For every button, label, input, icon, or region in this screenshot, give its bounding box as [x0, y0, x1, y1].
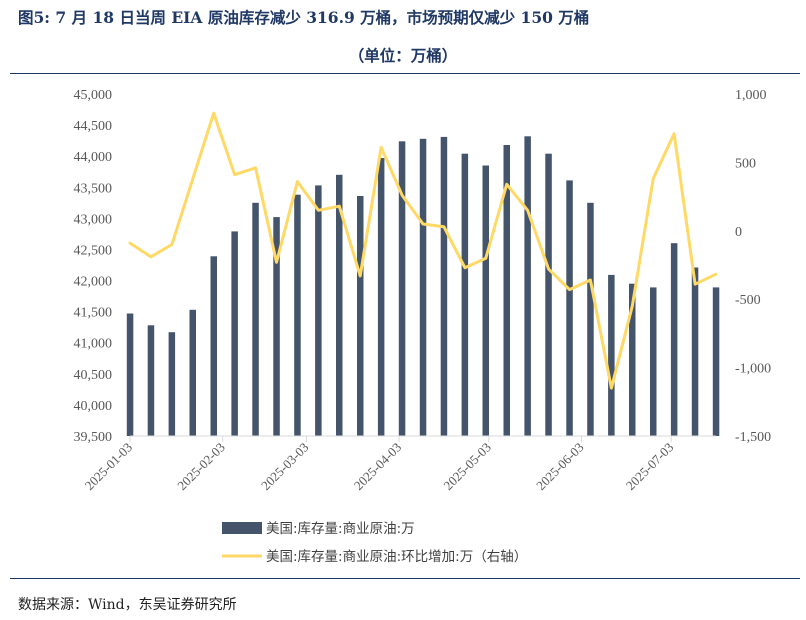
bottom-divider — [10, 578, 800, 579]
bar-2025-07-11 — [691, 267, 699, 436]
bar-2025-05-09 — [503, 145, 510, 436]
bar-2025-01-10 — [147, 325, 155, 436]
bar-2025-03-28 — [377, 158, 385, 436]
x-tick-label: 2025-02-03 — [174, 440, 228, 494]
right-tick-label: -500 — [735, 293, 761, 308]
bar-2025-04-11 — [419, 138, 427, 437]
bar-2025-02-28 — [294, 194, 301, 436]
left-tick-label: 40,500 — [74, 368, 113, 383]
right-tick-label: 500 — [735, 156, 756, 171]
right-y-axis: -1,500 -1,000 -500 0 500 1,000 — [735, 88, 771, 445]
legend: 美国:库存量:商业原油:万 美国:库存量:商业原油:环比增加:万（右轴） — [222, 521, 527, 565]
bar-2025-03-07 — [315, 185, 322, 436]
bar-2025-04-25 — [461, 153, 469, 436]
bar-2025-01-24 — [189, 309, 196, 436]
x-tick-label: 2025-01-03 — [82, 440, 136, 494]
bar-2025-02-21 — [273, 217, 280, 436]
bar-2025-07-18 — [712, 287, 720, 436]
left-tick-label: 43,000 — [74, 212, 113, 227]
x-tick-label: 2025-04-03 — [351, 440, 405, 494]
left-tick-label: 41,500 — [74, 306, 113, 321]
x-axis: 2025-01-03 2025-02-03 2025-03-03 2025-04-03… — [82, 436, 677, 494]
x-tick-label: 2025-03-03 — [258, 440, 312, 494]
bar-2025-02-14 — [252, 202, 259, 436]
bar-2025-05-30 — [566, 180, 573, 436]
left-tick-label: 39,500 — [74, 430, 113, 445]
left-tick-label: 42,500 — [74, 244, 113, 259]
bar-2025-06-06 — [587, 202, 594, 436]
bar-2025-06-13 — [608, 274, 615, 436]
left-tick-label: 43,500 — [74, 181, 113, 196]
left-tick-label: 41,000 — [74, 337, 113, 352]
left-tick-label: 45,000 — [74, 88, 113, 103]
bar-2025-01-17 — [168, 332, 176, 436]
bar-2025-07-04 — [670, 243, 678, 436]
source-note: 数据来源：Wind，东吴证券研究所 — [18, 597, 237, 613]
x-tick-label: 2025-05-03 — [440, 440, 494, 494]
bar-2025-05-16 — [524, 136, 531, 437]
x-tick-label: 2025-07-03 — [623, 440, 677, 494]
bar-2025-05-02 — [482, 165, 489, 436]
x-tick-label: 2025-06-03 — [533, 440, 587, 494]
bar-2025-06-27 — [650, 287, 657, 436]
right-tick-label: 1,000 — [735, 88, 767, 103]
right-tick-label: -1,500 — [735, 430, 771, 445]
right-tick-label: 0 — [735, 225, 742, 240]
right-tick-label: -1,000 — [735, 362, 771, 377]
bar-2025-06-20 — [629, 283, 636, 436]
legend-label-line: 美国:库存量:商业原油:环比增加:万（右轴） — [266, 549, 527, 565]
legend-swatch-bar — [222, 522, 262, 534]
figure-subtitle: （单位：万桶） — [348, 46, 458, 65]
bar-2025-04-18 — [440, 136, 448, 436]
bar-2025-01-03 — [126, 313, 134, 436]
bar-2025-03-21 — [357, 196, 364, 436]
legend-label-bar: 美国:库存量:商业原油:万 — [266, 521, 415, 537]
left-y-axis: 39,500 40,000 40,500 41,000 41,500 42,000 42,5… — [74, 88, 113, 445]
left-tick-label: 40,000 — [74, 399, 113, 414]
bar-2025-01-31 — [210, 256, 217, 436]
bar-series — [126, 136, 720, 437]
left-tick-label: 42,000 — [74, 275, 113, 290]
left-tick-label: 44,500 — [74, 119, 113, 134]
bar-2025-04-04 — [398, 141, 406, 437]
figure-title: 图5: 7 月 18 日当周 EIA 原油库存减少 316.9 万桶，市场预期仅… — [18, 8, 590, 27]
bar-2025-03-14 — [336, 174, 343, 437]
line-series — [128, 111, 718, 390]
bar-2025-02-07 — [231, 231, 238, 436]
left-tick-label: 44,000 — [74, 150, 113, 165]
top-divider — [10, 73, 800, 74]
bar-2025-05-23 — [545, 153, 552, 436]
